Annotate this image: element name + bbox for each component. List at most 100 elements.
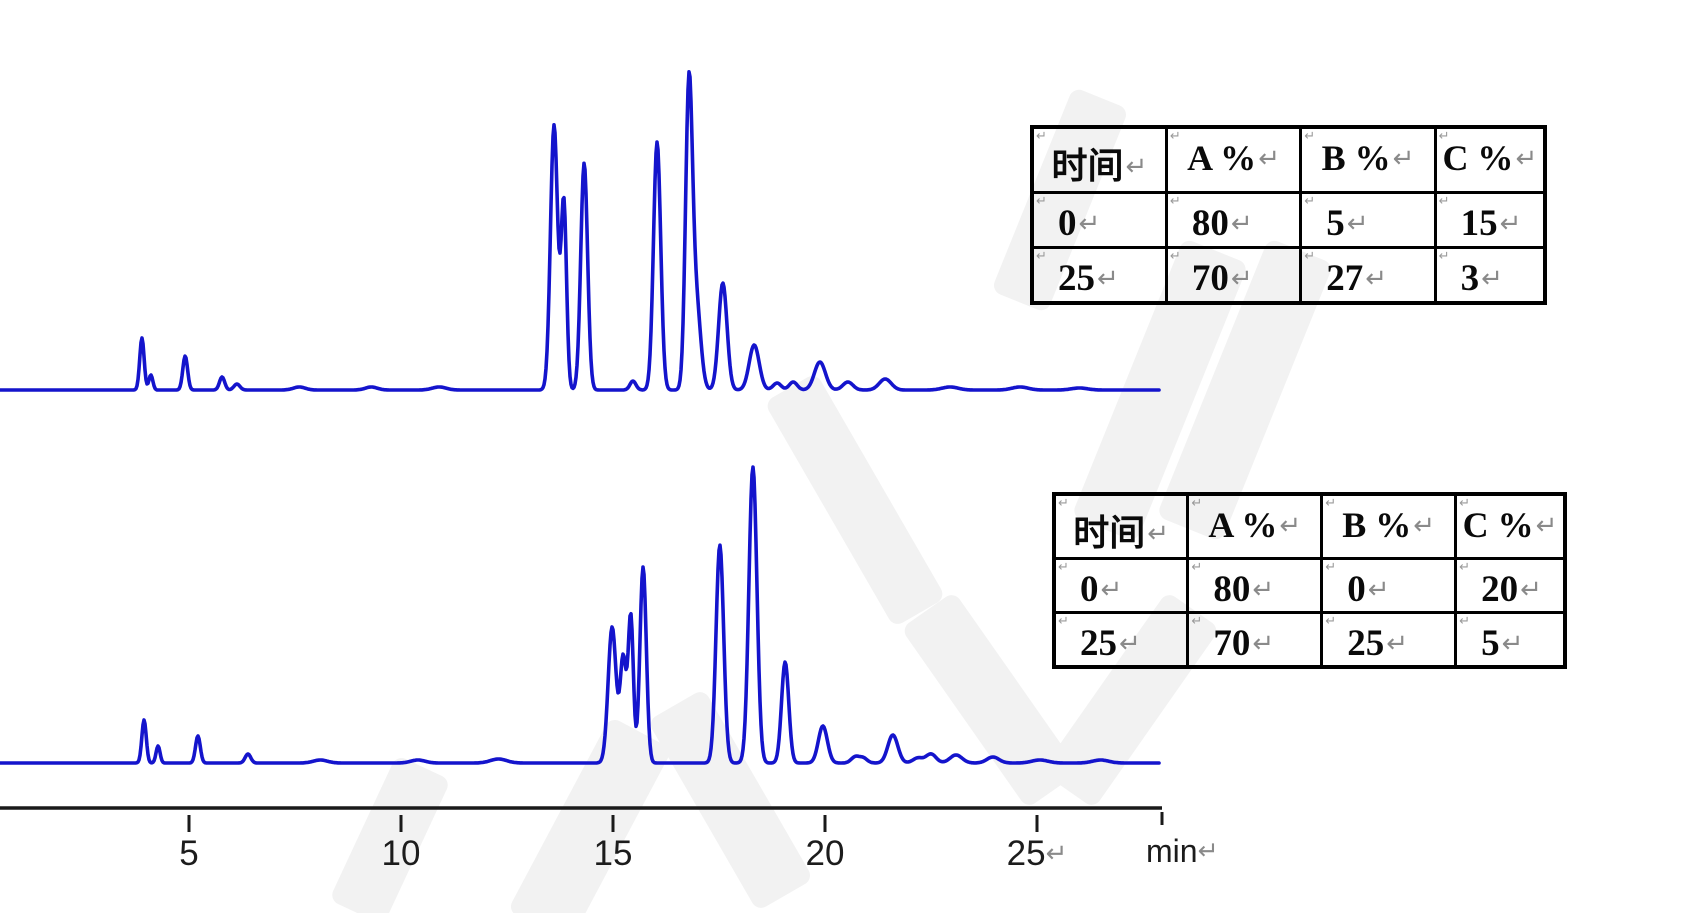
return-mark-icon: ↵ (1252, 575, 1275, 605)
table-cell: ↵ 25↵ (1030, 246, 1168, 305)
cell-corner-mark: ↵ (1459, 614, 1471, 629)
table-row: ↵ 25↵ ↵ 70↵ ↵ 27↵ ↵ 3↵ (1030, 246, 1547, 305)
table-header-cell: ↵ 时间↵ (1052, 492, 1190, 560)
cell-text: 80 (1191, 203, 1229, 245)
cell-corner-mark: ↵ (1438, 194, 1450, 210)
cell-text: A % (1208, 505, 1278, 545)
gradient-table-bottom: ↵ 时间↵ ↵ A %↵ ↵ B %↵ ↵ C %↵ ↵ 0↵ ↵ 80↵ ↵ 0↵ ↵ 20↵ ↵ 25↵ ↵ 70… (1052, 492, 1567, 669)
return-mark-icon: ↵ (1100, 575, 1123, 605)
return-mark-icon: ↵ (1097, 264, 1119, 295)
table-cell: ↵ 20↵ (1454, 557, 1567, 614)
cell-corner-mark: ↵ (1169, 194, 1181, 210)
chromatogram-trace-2 (0, 465, 1161, 765)
x-axis-tick-label: 10 (382, 834, 421, 873)
table-cell: ↵ 80↵ (1186, 557, 1324, 614)
cell-text: 0 (1058, 203, 1077, 245)
return-mark-icon: ↵ (1125, 152, 1148, 182)
cell-corner-mark: ↵ (1191, 496, 1203, 511)
cell-text: 15 (1460, 203, 1498, 245)
cell-text: 25 (1058, 258, 1095, 300)
cell-corner-mark: ↵ (1325, 614, 1337, 629)
cell-corner-mark: ↵ (1036, 249, 1047, 265)
table-cell: ↵ 3↵ (1433, 246, 1547, 305)
return-mark-icon: ↵ (1499, 209, 1522, 240)
cell-corner-mark: ↵ (1191, 614, 1203, 629)
cell-corner-mark: ↵ (1438, 249, 1450, 265)
table-header-cell: ↵ B %↵ (1320, 492, 1458, 560)
cell-corner-mark: ↵ (1169, 249, 1181, 265)
return-mark-icon: ↵ (1535, 511, 1558, 541)
table-header-cell: ↵ C %↵ (1454, 492, 1567, 560)
cell-corner-mark: ↵ (1058, 560, 1069, 575)
cell-corner-mark: ↵ (1036, 129, 1047, 144)
return-mark-icon: ↵ (1367, 575, 1390, 605)
cell-corner-mark: ↵ (1304, 249, 1316, 265)
table-cell: ↵ 0↵ (1030, 191, 1168, 250)
cell-text: 80 (1213, 569, 1251, 610)
cell-text: 5 (1326, 203, 1345, 245)
cell-text: 27 (1326, 258, 1364, 300)
x-axis-tick-label: 20 (806, 834, 845, 873)
return-mark-icon: ↵ (1501, 629, 1524, 659)
cell-text: 25 (1080, 623, 1117, 664)
cell-text: A % (1187, 138, 1257, 178)
gradient-table-top: ↵ 时间↵ ↵ A %↵ ↵ B %↵ ↵ C %↵ ↵ 0↵ ↵ 80↵ ↵ 5↵ ↵ 15↵ ↵ 25↵ ↵ 70… (1030, 125, 1547, 305)
chromatogram-trace-1 (0, 70, 1161, 392)
table-header-row: ↵ 时间↵ ↵ A %↵ ↵ B %↵ ↵ C %↵ (1030, 125, 1547, 195)
cell-corner-mark: ↵ (1304, 129, 1316, 144)
gradient-table-1: ↵ 时间↵ ↵ A %↵ ↵ B %↵ ↵ C %↵ ↵ 0↵ ↵ 80↵ ↵ 5↵ ↵ 15↵ ↵ 25↵ ↵ 70… (1030, 125, 1547, 305)
table-cell: ↵ 80↵ (1164, 191, 1303, 250)
cell-text: 70 (1191, 258, 1229, 300)
cell-corner-mark: ↵ (1058, 614, 1069, 629)
return-mark-icon: ↵ (1392, 144, 1415, 174)
cell-text: 时间 (1073, 513, 1146, 553)
x-axis-tick-label: 25↵ (1007, 834, 1068, 873)
x-axis-tick-label: 15 (594, 834, 633, 873)
cell-text: C % (1442, 138, 1514, 178)
table-cell: ↵ 25↵ (1320, 611, 1458, 669)
cell-text: B % (1321, 138, 1391, 178)
return-mark-icon: ↵ (1078, 209, 1101, 240)
table-cell: ↵ 15↵ (1433, 191, 1547, 250)
table-cell: ↵ 0↵ (1320, 557, 1458, 614)
gradient-table-2: ↵ 时间↵ ↵ A %↵ ↵ B %↵ ↵ C %↵ ↵ 0↵ ↵ 80↵ ↵ 0↵ ↵ 20↵ ↵ 25↵ ↵ 70… (1052, 492, 1567, 669)
table-cell: ↵ 5↵ (1299, 191, 1437, 250)
cell-corner-mark: ↵ (1325, 496, 1337, 511)
return-mark-icon: ↵ (1365, 264, 1388, 295)
table-header-cell: ↵ C %↵ (1433, 125, 1547, 195)
return-mark-icon: ↵ (1147, 519, 1170, 549)
cell-text: 0 (1347, 569, 1366, 610)
return-mark-icon: ↵ (1413, 511, 1436, 541)
cell-corner-mark: ↵ (1058, 496, 1069, 511)
table-header-cell: ↵ A %↵ (1186, 492, 1324, 560)
cell-text: C % (1462, 505, 1534, 545)
return-mark-icon: ↵ (1481, 264, 1503, 295)
table-cell: ↵ 70↵ (1164, 246, 1303, 305)
return-mark-icon: ↵ (1258, 144, 1280, 174)
table-cell: ↵ 70↵ (1186, 611, 1324, 669)
x-axis-unit-label: min↵ (1146, 833, 1219, 869)
table-cell: ↵ 5↵ (1454, 611, 1567, 669)
table-row: ↵ 25↵ ↵ 70↵ ↵ 25↵ ↵ 5↵ (1052, 611, 1567, 669)
cell-corner-mark: ↵ (1191, 560, 1203, 575)
table-row: ↵ 0↵ ↵ 80↵ ↵ 0↵ ↵ 20↵ (1052, 557, 1567, 614)
table-cell: ↵ 0↵ (1052, 557, 1190, 614)
return-mark-icon: ↵ (1252, 629, 1275, 659)
table-header-cell: ↵ B %↵ (1299, 125, 1437, 195)
return-mark-icon: ↵ (1515, 144, 1538, 174)
table-header-row: ↵ 时间↵ ↵ A %↵ ↵ B %↵ ↵ C %↵ (1052, 492, 1567, 560)
return-mark-icon: ↵ (1230, 264, 1253, 295)
table-header-cell: ↵ A %↵ (1164, 125, 1303, 195)
cell-text: 70 (1213, 623, 1251, 664)
cell-text: 时间 (1051, 146, 1124, 186)
cell-text: 5 (1481, 623, 1500, 664)
cell-corner-mark: ↵ (1325, 560, 1337, 575)
return-mark-icon: ↵ (1520, 575, 1542, 605)
cell-text: 20 (1481, 569, 1519, 610)
cell-text: 25 (1347, 623, 1385, 664)
table-header-cell: ↵ 时间↵ (1030, 125, 1168, 195)
table-row: ↵ 0↵ ↵ 80↵ ↵ 5↵ ↵ 15↵ (1030, 191, 1547, 250)
table-cell: ↵ 27↵ (1299, 246, 1437, 305)
table-cell: ↵ 25↵ (1052, 611, 1190, 669)
